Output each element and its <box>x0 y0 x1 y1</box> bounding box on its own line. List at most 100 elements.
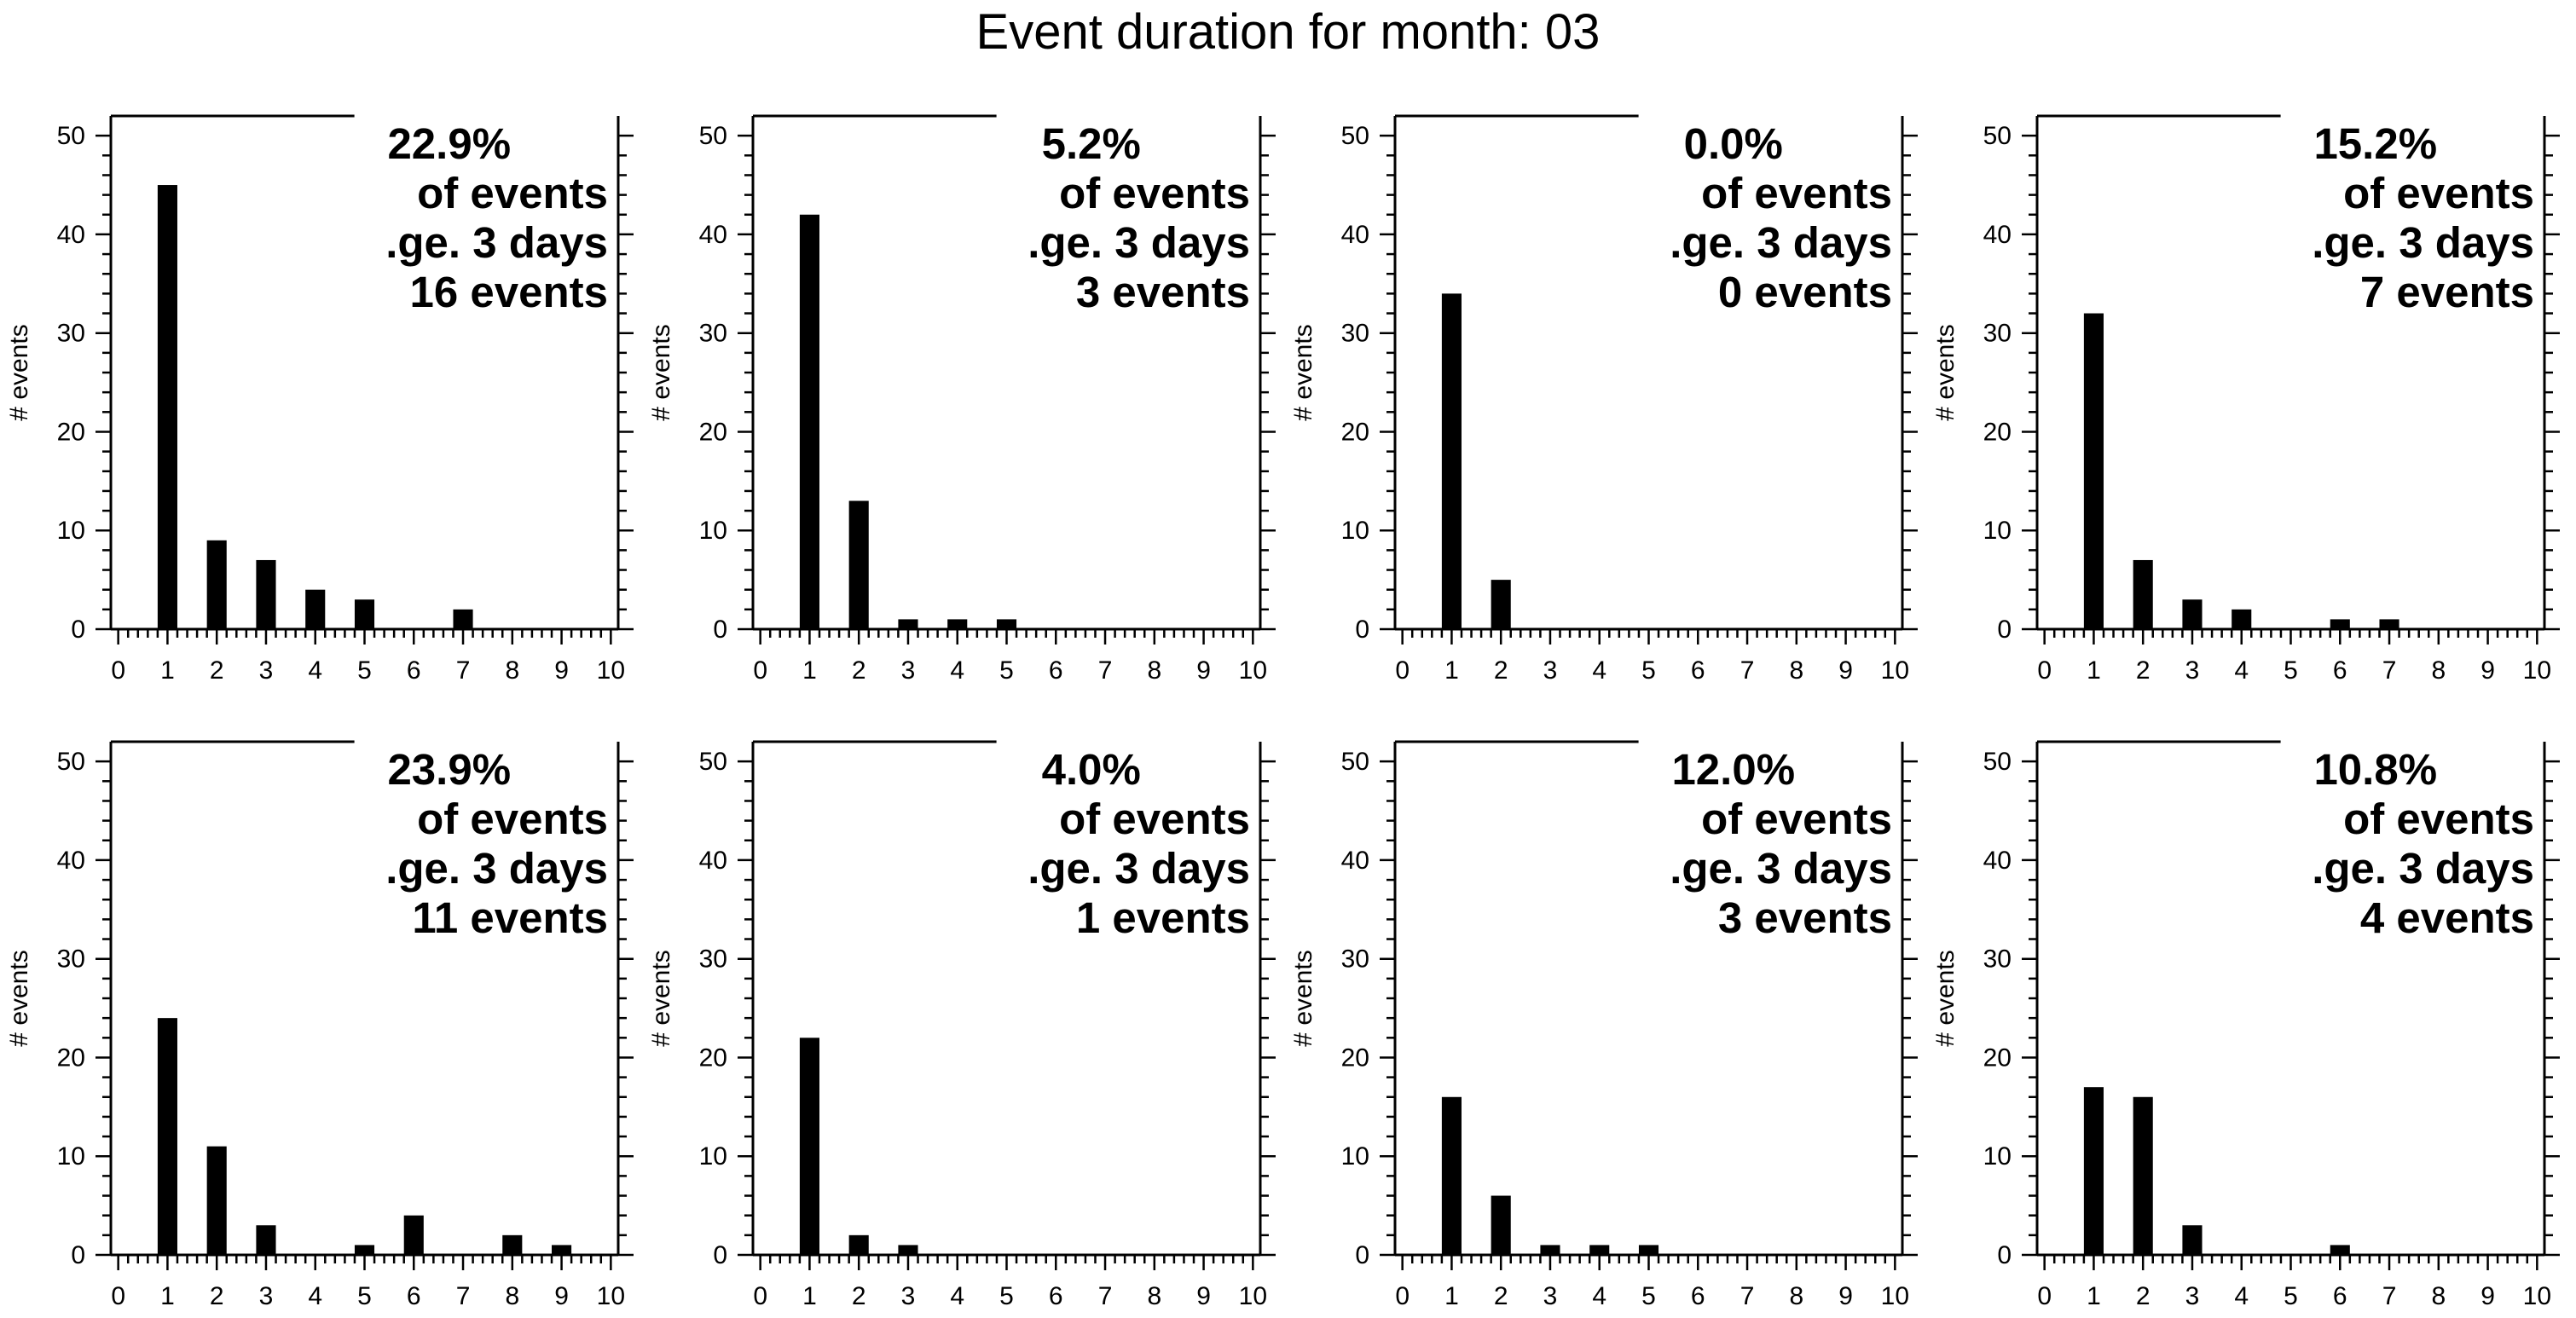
x-tick-label: 9 <box>554 656 569 685</box>
x-tick-label: 5 <box>2284 656 2298 685</box>
y-tick-label: 30 <box>699 320 727 348</box>
annotation-line: .ge. 3 days <box>2312 844 2534 893</box>
y-tick-label: 20 <box>57 418 85 446</box>
x-tick-label: 8 <box>1789 656 1803 685</box>
bar <box>1491 1195 1511 1255</box>
y-tick-label: 40 <box>1341 847 1369 875</box>
annotation-line: 16 events <box>410 268 609 316</box>
annotation-line: .ge. 3 days <box>385 844 608 893</box>
x-tick-label: 5 <box>999 1282 1014 1310</box>
x-tick-label: 1 <box>802 1282 817 1310</box>
bar <box>206 1146 227 1255</box>
bar <box>848 500 869 629</box>
y-tick-label: 10 <box>1983 517 2012 545</box>
x-tick-label: 7 <box>1740 656 1755 685</box>
x-tick-label: 8 <box>1147 656 1161 685</box>
y-tick-label: 50 <box>1341 748 1369 776</box>
annotation-line: 7 events <box>2360 268 2534 316</box>
bar <box>2330 1245 2350 1255</box>
y-axis-label: # events <box>5 950 33 1046</box>
bar <box>2083 1087 2104 1255</box>
x-tick-label: 4 <box>1592 1282 1606 1310</box>
bar <box>2379 619 2399 629</box>
annotation-line: 11 events <box>412 893 608 942</box>
annotation-line: .ge. 3 days <box>1670 844 1892 893</box>
x-tick-label: 10 <box>597 656 625 685</box>
bar <box>157 1018 177 1255</box>
bar <box>502 1234 523 1255</box>
x-tick-label: 10 <box>1239 1282 1267 1310</box>
annotation-line: .ge. 3 days <box>385 218 608 267</box>
x-tick-label: 4 <box>2234 656 2249 685</box>
panel-4: 0 10 20 30 40 50 0 1 2 3 4 5 6 7 8 9 10 # events 15.2%of e… <box>1931 114 2560 685</box>
y-tick-label: 30 <box>699 945 727 974</box>
bar <box>2083 313 2104 629</box>
x-tick-label: 6 <box>1049 1282 1063 1310</box>
annotation-line: 4.0% <box>1042 745 1141 794</box>
annotation-line: 3 events <box>1718 893 1892 942</box>
x-tick-label: 9 <box>1838 656 1853 685</box>
x-tick-label: 3 <box>1543 656 1558 685</box>
y-tick-label: 10 <box>1341 1142 1369 1171</box>
x-tick-label: 6 <box>2333 656 2347 685</box>
y-tick-label: 30 <box>1983 945 2012 974</box>
x-tick-label: 0 <box>1395 1282 1410 1310</box>
x-tick-label: 3 <box>259 1282 274 1310</box>
y-tick-label: 40 <box>1341 221 1369 249</box>
y-tick-label: 20 <box>699 418 727 446</box>
bar <box>256 559 276 629</box>
annotation-line: 0.0% <box>1684 119 1783 168</box>
x-tick-label: 2 <box>852 656 866 685</box>
y-tick-label: 10 <box>57 517 85 545</box>
bar <box>1540 1245 1560 1255</box>
bar <box>1441 293 1462 629</box>
y-axis-label: # events <box>1931 950 1959 1046</box>
y-tick-label: 20 <box>699 1043 727 1072</box>
x-tick-label: 9 <box>1838 1282 1853 1310</box>
y-tick-label: 10 <box>699 1142 727 1171</box>
bar <box>354 599 375 629</box>
x-tick-label: 3 <box>2185 1282 2200 1310</box>
bar <box>157 185 177 630</box>
panel-1: 0 10 20 30 40 50 0 1 2 3 4 5 6 7 8 9 10 # events 22.9%of e… <box>5 114 634 685</box>
y-axis-label: # events <box>5 324 33 420</box>
x-tick-label: 8 <box>505 656 519 685</box>
x-tick-label: 7 <box>1740 1282 1755 1310</box>
x-tick-label: 0 <box>1395 656 1410 685</box>
x-tick-label: 10 <box>2523 1282 2551 1310</box>
bar <box>256 1225 276 1255</box>
x-tick-label: 4 <box>2234 1282 2249 1310</box>
annotation-line: of events <box>1701 169 1892 217</box>
y-tick-label: 50 <box>699 748 727 776</box>
y-tick-label: 0 <box>71 1241 85 1269</box>
y-tick-label: 40 <box>699 221 727 249</box>
x-tick-label: 1 <box>2087 656 2101 685</box>
x-tick-label: 4 <box>950 656 964 685</box>
x-tick-label: 2 <box>1494 1282 1508 1310</box>
x-tick-label: 6 <box>2333 1282 2347 1310</box>
x-tick-label: 4 <box>1592 656 1606 685</box>
x-tick-label: 1 <box>1444 656 1459 685</box>
x-tick-label: 1 <box>160 1282 175 1310</box>
x-tick-label: 8 <box>505 1282 519 1310</box>
y-tick-label: 40 <box>1983 221 2012 249</box>
x-tick-label: 3 <box>1543 1282 1558 1310</box>
y-tick-label: 50 <box>1341 122 1369 150</box>
y-tick-label: 20 <box>1983 1043 2012 1072</box>
bar <box>2133 1096 2153 1255</box>
x-tick-label: 0 <box>2037 1282 2052 1310</box>
x-tick-label: 10 <box>1239 656 1267 685</box>
x-tick-label: 5 <box>357 1282 372 1310</box>
bar <box>2133 559 2153 629</box>
y-tick-label: 0 <box>1355 616 1369 644</box>
y-tick-label: 40 <box>1983 847 2012 875</box>
bar <box>2182 1225 2203 1255</box>
x-tick-label: 5 <box>1641 656 1656 685</box>
bar <box>898 1245 918 1255</box>
y-axis-label: # events <box>647 950 675 1046</box>
bar <box>1638 1245 1659 1255</box>
y-tick-label: 50 <box>699 122 727 150</box>
y-tick-label: 50 <box>1983 748 2012 776</box>
bar <box>552 1245 572 1255</box>
y-tick-label: 20 <box>1341 418 1369 446</box>
